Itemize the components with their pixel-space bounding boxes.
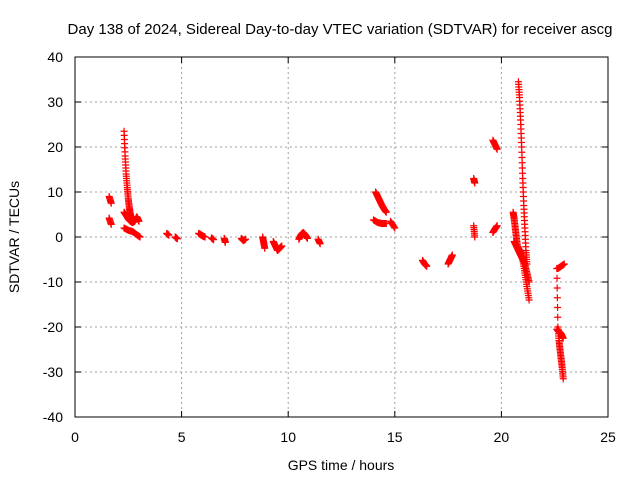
data-point: [553, 294, 561, 302]
satellite-track: [171, 233, 181, 243]
y-tick-label: 20: [47, 139, 63, 155]
data-point: [136, 233, 144, 241]
satellite-track: [220, 234, 229, 246]
y-tick-label: 10: [47, 184, 63, 200]
satellite-track: [489, 136, 501, 153]
data-point: [303, 234, 311, 242]
data-points: [105, 78, 568, 383]
y-tick-label: 0: [55, 229, 63, 245]
data-point: [493, 145, 501, 153]
satellite-track: [553, 325, 567, 342]
data-point: [448, 251, 456, 259]
satellite-track: [269, 238, 286, 254]
satellite-track: [419, 256, 431, 270]
data-point: [554, 313, 562, 321]
data-point: [107, 199, 115, 207]
satellite-track: [207, 234, 218, 244]
data-point: [242, 235, 250, 243]
data-point: [559, 375, 567, 383]
data-point: [391, 224, 399, 232]
data-point: [107, 220, 115, 228]
y-tick-label: -40: [43, 409, 63, 425]
satellite-track: [105, 193, 115, 207]
satellite-track: [444, 251, 456, 268]
satellite-track: [163, 229, 173, 239]
data-point: [316, 240, 324, 248]
data-point: [278, 242, 286, 250]
satellite-track: [105, 214, 115, 228]
data-point: [471, 179, 479, 187]
data-point: [382, 208, 390, 216]
data-point: [553, 274, 561, 282]
data-point: [261, 244, 269, 252]
chart-title: Day 138 of 2024, Sidereal Day-to-day VTE…: [68, 21, 613, 38]
data-point: [165, 231, 173, 239]
data-point: [423, 262, 431, 270]
data-point: [210, 236, 218, 244]
satellite-track: [554, 260, 568, 272]
x-tick-label: 0: [71, 429, 79, 445]
data-point: [493, 222, 501, 230]
data-point: [221, 238, 229, 246]
x-tick-label: 5: [178, 429, 186, 445]
satellite-track: [120, 208, 143, 227]
data-point: [471, 233, 479, 241]
satellite-track: [517, 247, 533, 304]
satellite-track: [553, 265, 567, 383]
y-tick-label: -10: [43, 274, 63, 290]
x-tick-label: 15: [387, 429, 403, 445]
y-tick-label: -20: [43, 319, 63, 335]
data-point: [135, 217, 143, 225]
y-tick-label: 40: [47, 49, 63, 65]
satellite-track: [489, 222, 501, 236]
x-tick-label: 25: [600, 429, 616, 445]
x-axis-label: GPS time / hours: [288, 457, 395, 473]
x-tick-label: 20: [494, 429, 510, 445]
data-point: [525, 296, 533, 304]
satellite-track: [195, 229, 209, 241]
data-point: [553, 284, 561, 292]
satellite-track: [470, 222, 479, 241]
data-point: [559, 334, 567, 342]
satellite-track: [314, 235, 324, 248]
satellite-track: [237, 234, 250, 245]
data-point: [173, 235, 181, 243]
y-tick-label: -30: [43, 364, 63, 380]
y-axis-label: SDTVAR / TECUs: [6, 181, 22, 293]
satellite-track: [387, 217, 399, 232]
axis-ticks: 0 5 10 15 20 25 -40 -30 -20 -10 0 10 20 30 40: [43, 49, 616, 445]
data-point: [390, 223, 398, 231]
satellite-track: [120, 224, 144, 241]
data-point: [554, 304, 562, 311]
grid: [75, 57, 608, 417]
y-tick-label: 30: [47, 94, 63, 110]
satellite-track: [470, 175, 479, 187]
satellite-track: [295, 229, 311, 243]
satellite-track: [369, 216, 390, 227]
x-tick-label: 10: [280, 429, 296, 445]
data-point: [201, 233, 209, 241]
data-point: [560, 260, 568, 268]
satellite-track: [372, 188, 390, 216]
satellite-track: [259, 233, 269, 252]
